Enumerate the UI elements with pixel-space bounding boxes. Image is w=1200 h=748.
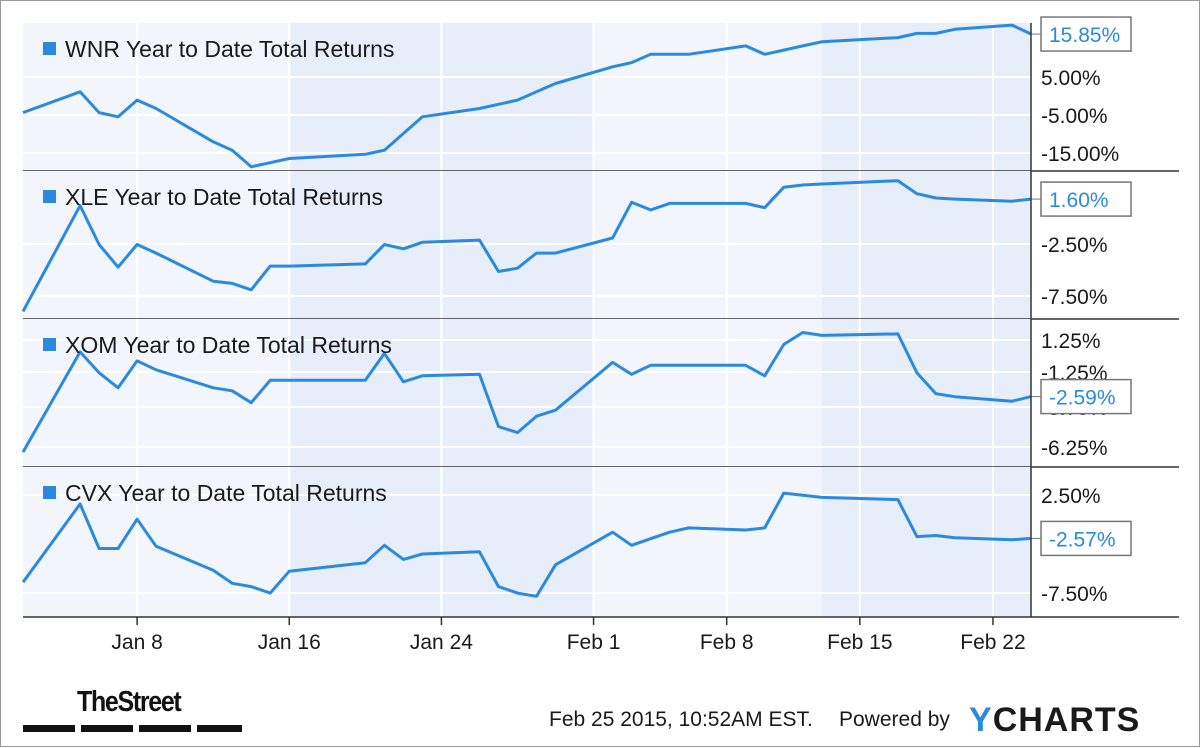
legend-swatch	[43, 486, 56, 499]
logo-bar	[139, 725, 191, 732]
panel-band	[821, 23, 1031, 171]
powered-by-text: Powered by	[839, 708, 950, 731]
last-value-label: -2.57%	[1049, 528, 1116, 551]
series-title: CVX Year to Date Total Returns	[65, 480, 387, 506]
series-line	[21, 491, 1032, 598]
y-tick-label: -7.50%	[1041, 286, 1108, 309]
y-tick-label: -6.25%	[1041, 437, 1108, 460]
ycharts-logo-y: Y	[969, 701, 993, 739]
timestamp-text: Feb 25 2015, 10:52AM EST.	[549, 708, 813, 731]
series-line	[21, 179, 1032, 313]
last-value-badge	[1040, 520, 1132, 557]
y-tick-label: -7.50%	[1041, 583, 1108, 606]
logo-bar	[81, 725, 133, 732]
x-tick-label: Jan 8	[111, 631, 162, 654]
x-tick-label: Feb 22	[960, 631, 1025, 654]
last-value-label: 1.60%	[1049, 189, 1109, 212]
thestreet-logo-text: TheStreet	[77, 686, 182, 718]
logo-bar	[197, 725, 242, 732]
legend-swatch	[43, 190, 56, 203]
ycharts-logo[interactable]: YCHARTS	[969, 701, 1140, 740]
logo-bar	[23, 725, 75, 732]
x-tick-label: Feb 1	[567, 631, 621, 654]
last-value-badge	[1040, 181, 1132, 217]
panel-band	[23, 319, 290, 467]
x-tick-label: Jan 24	[410, 631, 473, 654]
panel-band	[593, 23, 822, 171]
last-value-badge	[1040, 378, 1132, 415]
series-line	[21, 331, 1032, 453]
y-tick-label: -2.50%	[1041, 234, 1108, 257]
y-tick-label: 5.00%	[1041, 67, 1101, 90]
last-value-label: -2.59%	[1049, 387, 1116, 410]
x-tick-label: Jan 16	[258, 631, 321, 654]
ycharts-logo-text: CHARTS	[992, 701, 1141, 739]
series-title: XLE Year to Date Total Returns	[65, 184, 383, 210]
last-value-badge	[1040, 16, 1132, 52]
y-tick-label: -5.00%	[1041, 105, 1108, 128]
series-title: XOM Year to Date Total Returns	[65, 332, 392, 358]
y-tick-label: 2.50%	[1041, 485, 1101, 508]
panel-band	[821, 319, 1031, 467]
x-tick-label: Feb 15	[827, 631, 892, 654]
panel-band	[821, 467, 1031, 617]
series-title: WNR Year to Date Total Returns	[65, 36, 394, 62]
legend-swatch	[43, 42, 56, 55]
legend-swatch	[43, 338, 56, 351]
y-tick-label: -15.00%	[1041, 143, 1119, 166]
series-line	[22, 23, 1032, 169]
x-tick-label: Feb 8	[700, 631, 754, 654]
last-value-label: 15.85%	[1049, 24, 1120, 47]
y-tick-label: 1.25%	[1041, 330, 1101, 353]
